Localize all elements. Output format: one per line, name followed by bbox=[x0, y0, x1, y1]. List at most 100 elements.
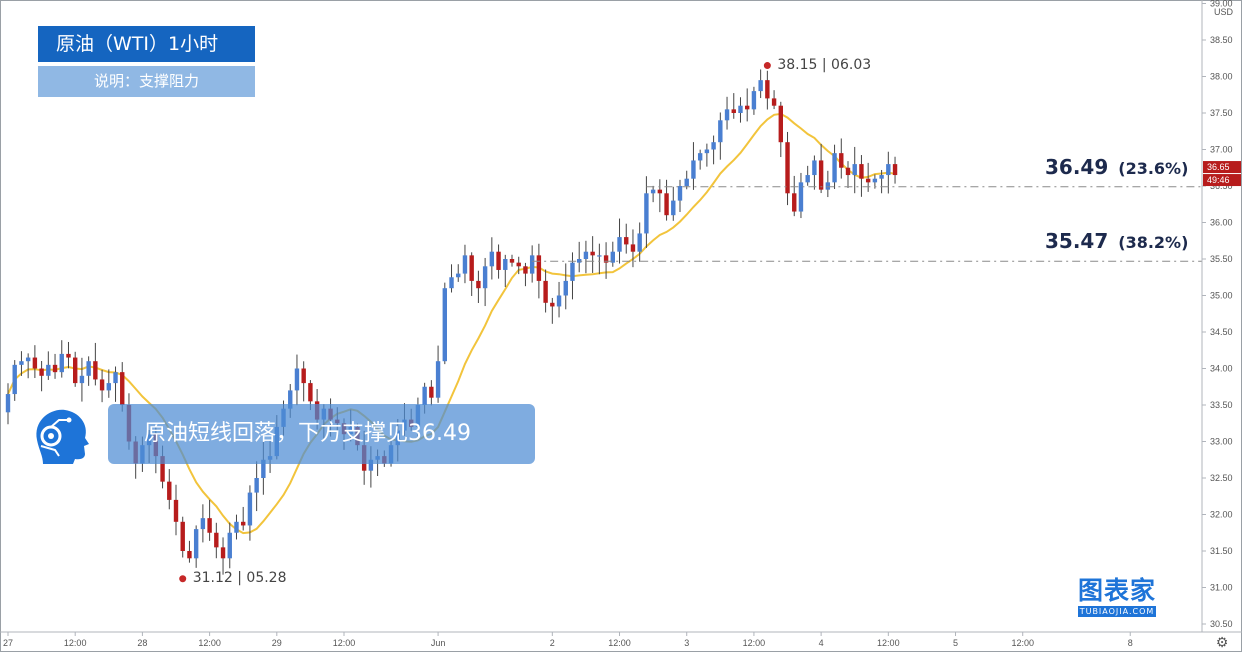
candle-body bbox=[630, 244, 636, 252]
candle-body bbox=[39, 368, 44, 376]
candle-body bbox=[664, 193, 669, 216]
time-tick-label: 5 bbox=[953, 638, 958, 648]
price-tick-label: 36.00 bbox=[1210, 218, 1233, 228]
price-tick-label: 38.50 bbox=[1210, 35, 1233, 45]
chart-subtitle: 说明：支撑阻力 bbox=[38, 66, 255, 97]
candle-body bbox=[32, 357, 38, 369]
candle-body bbox=[704, 149, 710, 154]
settings-gear-icon[interactable]: ⚙ bbox=[1216, 635, 1229, 651]
candle-body bbox=[818, 160, 824, 190]
candle-body bbox=[677, 186, 683, 201]
candle-body bbox=[577, 259, 582, 263]
candle-body bbox=[99, 379, 105, 391]
time-tick-label: 4 bbox=[819, 638, 824, 648]
time-tick-label: 12:00 bbox=[333, 638, 356, 648]
candle-body bbox=[758, 80, 763, 92]
candle-body bbox=[657, 189, 663, 194]
candle-body bbox=[852, 164, 857, 176]
candle-body bbox=[879, 175, 884, 179]
candle-body bbox=[106, 383, 111, 391]
candle-body bbox=[254, 478, 259, 493]
fib-levels bbox=[532, 186, 1202, 262]
high-dot bbox=[763, 62, 771, 70]
candle-body bbox=[193, 529, 199, 559]
candle-body bbox=[563, 280, 568, 296]
candles bbox=[5, 69, 898, 575]
candle-body bbox=[644, 193, 649, 234]
candle-body bbox=[52, 364, 58, 373]
candle-body bbox=[503, 259, 508, 270]
time-tick-label: 2 bbox=[550, 638, 555, 648]
candle-body bbox=[496, 251, 501, 270]
price-tick-label: 35.50 bbox=[1210, 254, 1233, 264]
candle-body bbox=[711, 142, 716, 150]
chart-title: 原油（WTI）1小时 bbox=[38, 26, 255, 62]
candle-body bbox=[792, 193, 797, 212]
candle-body bbox=[86, 361, 91, 376]
candle-body bbox=[731, 109, 736, 113]
candle-body bbox=[738, 105, 743, 113]
candle-body bbox=[482, 266, 488, 289]
time-tick-label: Jun bbox=[431, 638, 446, 648]
candle-body bbox=[261, 459, 266, 478]
candle-body bbox=[113, 372, 118, 384]
candle-body bbox=[220, 547, 226, 559]
brand-logo: 图表家 TUBIAOJIA.COM bbox=[1078, 578, 1157, 617]
candle-body bbox=[516, 262, 521, 267]
candle-body bbox=[12, 364, 17, 395]
candle-body bbox=[167, 481, 172, 500]
logo-domain: TUBIAOJIA.COM bbox=[1078, 606, 1157, 617]
low-label: 31.12 | 05.28 bbox=[192, 569, 287, 586]
candle-body bbox=[173, 499, 179, 522]
robot-head-icon bbox=[36, 409, 89, 464]
candle-body bbox=[583, 251, 589, 259]
candle-body bbox=[751, 91, 757, 110]
candle-body bbox=[207, 518, 212, 533]
candle-body bbox=[25, 357, 31, 362]
candle-body bbox=[550, 302, 555, 307]
candle-body bbox=[442, 288, 447, 362]
price-tick-label: 38.00 bbox=[1210, 72, 1233, 82]
candle-body bbox=[603, 255, 609, 263]
countdown-tag bbox=[1203, 174, 1241, 187]
time-tick-label: 27 bbox=[3, 638, 13, 648]
price-tick-label: 34.00 bbox=[1210, 364, 1233, 374]
candle-body bbox=[234, 521, 239, 533]
price-tick-label: 31.00 bbox=[1210, 583, 1233, 593]
price-tick-label: 35.00 bbox=[1210, 291, 1233, 301]
candle-body bbox=[294, 368, 300, 391]
price-tick-label: 32.50 bbox=[1210, 473, 1233, 483]
candle-body bbox=[697, 153, 703, 161]
candle-body bbox=[429, 386, 434, 398]
fib-percent: (23.6%) bbox=[1118, 158, 1189, 178]
time-tick-label: 12:00 bbox=[877, 638, 900, 648]
candle-body bbox=[839, 153, 844, 168]
candle-body bbox=[785, 142, 790, 194]
candle-body bbox=[691, 160, 696, 179]
candle-body bbox=[617, 237, 622, 252]
candle-body bbox=[247, 492, 253, 526]
candle-body bbox=[872, 178, 878, 183]
candle-body bbox=[180, 521, 185, 551]
candle-body bbox=[570, 262, 575, 281]
candle-body bbox=[590, 251, 595, 256]
fib-label-23-6: 36.49 (23.6%) bbox=[1045, 155, 1188, 179]
candle-body bbox=[825, 182, 831, 190]
ma-line bbox=[7, 112, 896, 535]
price-tick-label: 37.00 bbox=[1210, 145, 1233, 155]
candle-body bbox=[200, 518, 206, 530]
candle-body bbox=[19, 361, 24, 365]
candle-body bbox=[610, 251, 615, 263]
extreme-markers bbox=[179, 62, 771, 583]
candle-body bbox=[832, 153, 837, 183]
price-tick-label: 37.50 bbox=[1210, 108, 1233, 118]
candle-body bbox=[435, 361, 441, 398]
time-axis: 27 12:00 28 12:00 29 12:00 Jun 2 12:00 3 12:00 4 12:… bbox=[0, 631, 1242, 651]
candle-body bbox=[671, 200, 676, 216]
candle-body bbox=[765, 80, 770, 99]
price-axis: 30.50 31.00 31.50 32.00 32.50 33.00 33.50 34.00… bbox=[1201, 0, 1241, 632]
candle-body bbox=[456, 273, 461, 278]
candle-body bbox=[771, 98, 777, 106]
candle-body bbox=[798, 182, 804, 212]
